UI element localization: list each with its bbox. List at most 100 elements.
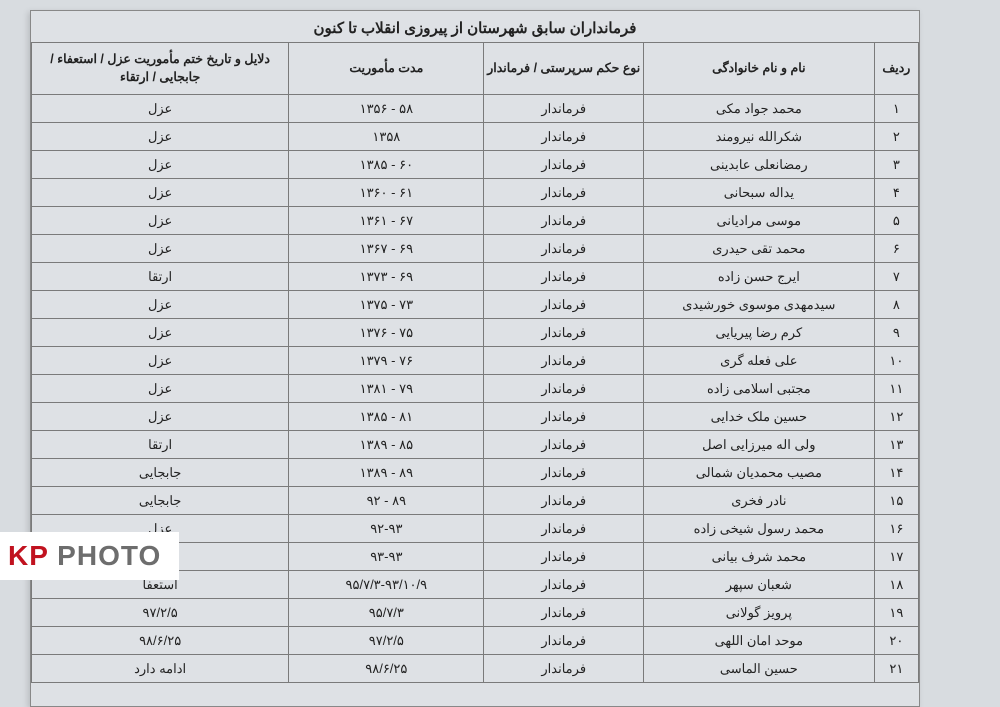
cell-term: ۷۹ - ۱۳۸۱ bbox=[289, 375, 484, 403]
cell-n: ۷ bbox=[874, 263, 918, 291]
cell-reason: ادامه دارد bbox=[32, 655, 289, 683]
cell-n: ۲ bbox=[874, 123, 918, 151]
cell-reason: عزل bbox=[32, 95, 289, 123]
cell-name: ولی اله میرزایی اصل bbox=[644, 431, 875, 459]
cell-name: موحد امان اللهی bbox=[644, 627, 875, 655]
cell-term: ۷۶ - ۱۳۷۹ bbox=[289, 347, 484, 375]
cell-type: فرماندار bbox=[484, 487, 644, 515]
cell-term: ۶۷ - ۱۳۶۱ bbox=[289, 207, 484, 235]
cell-type: فرماندار bbox=[484, 123, 644, 151]
table-row: ۶محمد تقی حیدریفرماندار۶۹ - ۱۳۶۷عزل bbox=[32, 235, 919, 263]
cell-n: ۱ bbox=[874, 95, 918, 123]
cell-reason: عزل bbox=[32, 319, 289, 347]
cell-type: فرماندار bbox=[484, 151, 644, 179]
cell-term: ۹۵/۷/۳ bbox=[289, 599, 484, 627]
cell-term: ۶۱ - ۱۳۶۰ bbox=[289, 179, 484, 207]
cell-name: سیدمهدی موسوی خورشیدی bbox=[644, 291, 875, 319]
table-row: ۴یداله سبحانیفرماندار۶۱ - ۱۳۶۰عزل bbox=[32, 179, 919, 207]
cell-type: فرماندار bbox=[484, 627, 644, 655]
cell-term: ۸۱ - ۱۳۸۵ bbox=[289, 403, 484, 431]
table-row: ۸سیدمهدی موسوی خورشیدیفرماندار۷۳ - ۱۳۷۵ع… bbox=[32, 291, 919, 319]
col-term: مدت مأموریت bbox=[289, 43, 484, 95]
cell-term: ۷۵ - ۱۳۷۶ bbox=[289, 319, 484, 347]
title-wrap: فرمانداران سابق شهرستان از پیروزی انقلاب… bbox=[31, 11, 919, 42]
cell-term: ۷۳ - ۱۳۷۵ bbox=[289, 291, 484, 319]
cell-term: ۸۹ - ۹۲ bbox=[289, 487, 484, 515]
cell-n: ۱۳ bbox=[874, 431, 918, 459]
cell-n: ۱۹ bbox=[874, 599, 918, 627]
cell-type: فرماندار bbox=[484, 319, 644, 347]
table-row: ۹کرم رضا پیریاییفرماندار۷۵ - ۱۳۷۶عزل bbox=[32, 319, 919, 347]
cell-type: فرماندار bbox=[484, 655, 644, 683]
table-header-row: ردیف نام و نام خانوادگی نوع حکم سرپرستی … bbox=[32, 43, 919, 95]
cell-term: ۸۵ - ۱۳۸۹ bbox=[289, 431, 484, 459]
table-row: ۱۴مصیب محمدیان شمالیفرماندار۸۹ - ۱۳۸۹جاب… bbox=[32, 459, 919, 487]
cell-name: محمد جواد مکی bbox=[644, 95, 875, 123]
cell-n: ۱۸ bbox=[874, 571, 918, 599]
watermark-photo: PHOTO bbox=[48, 540, 161, 571]
table-row: ۱محمد جواد مکیفرماندار۵۸ - ۱۳۵۶عزل bbox=[32, 95, 919, 123]
cell-name: مجتبی اسلامی زاده bbox=[644, 375, 875, 403]
cell-reason: عزل bbox=[32, 235, 289, 263]
cell-name: ایرج حسن زاده bbox=[644, 263, 875, 291]
cell-type: فرماندار bbox=[484, 403, 644, 431]
cell-n: ۱۵ bbox=[874, 487, 918, 515]
cell-reason: جابجایی bbox=[32, 459, 289, 487]
cell-name: حسین الماسی bbox=[644, 655, 875, 683]
cell-n: ۵ bbox=[874, 207, 918, 235]
cell-type: فرماندار bbox=[484, 179, 644, 207]
cell-term: ۹۸/۶/۲۵ bbox=[289, 655, 484, 683]
cell-name: محمد تقی حیدری bbox=[644, 235, 875, 263]
cell-reason: ارتقا bbox=[32, 263, 289, 291]
cell-n: ۱۰ bbox=[874, 347, 918, 375]
cell-term: ۹۲-۹۳ bbox=[289, 515, 484, 543]
cell-name: محمد رسول شیخی زاده bbox=[644, 515, 875, 543]
cell-type: فرماندار bbox=[484, 375, 644, 403]
cell-type: فرماندار bbox=[484, 207, 644, 235]
cell-n: ۱۶ bbox=[874, 515, 918, 543]
cell-n: ۲۰ bbox=[874, 627, 918, 655]
cell-reason: ارتقا bbox=[32, 431, 289, 459]
governors-table: ردیف نام و نام خانوادگی نوع حکم سرپرستی … bbox=[31, 42, 919, 683]
table-row: ۱۵نادر فخریفرماندار۸۹ - ۹۲جابجایی bbox=[32, 487, 919, 515]
cell-reason: عزل bbox=[32, 403, 289, 431]
table-row: ۱۰علی فعله گریفرماندار۷۶ - ۱۳۷۹عزل bbox=[32, 347, 919, 375]
document-title: فرمانداران سابق شهرستان از پیروزی انقلاب… bbox=[314, 20, 637, 37]
cell-reason: ۹۸/۶/۲۵ bbox=[32, 627, 289, 655]
cell-n: ۴ bbox=[874, 179, 918, 207]
cell-term: ۹۳-۹۳ bbox=[289, 543, 484, 571]
col-name: نام و نام خانوادگی bbox=[644, 43, 875, 95]
watermark: KP PHOTO bbox=[0, 532, 179, 580]
cell-reason: ۹۷/۲/۵ bbox=[32, 599, 289, 627]
cell-term: ۹۷/۲/۵ bbox=[289, 627, 484, 655]
table-row: ۱۹پرویز گولانیفرماندار۹۵/۷/۳۹۷/۲/۵ bbox=[32, 599, 919, 627]
cell-name: علی فعله گری bbox=[644, 347, 875, 375]
table-row: ۱۲حسین ملک خداییفرماندار۸۱ - ۱۳۸۵عزل bbox=[32, 403, 919, 431]
cell-type: فرماندار bbox=[484, 543, 644, 571]
cell-type: فرماندار bbox=[484, 515, 644, 543]
cell-reason: عزل bbox=[32, 151, 289, 179]
table-row: ۱۱مجتبی اسلامی زادهفرماندار۷۹ - ۱۳۸۱عزل bbox=[32, 375, 919, 403]
cell-term: ۶۹ - ۱۳۷۳ bbox=[289, 263, 484, 291]
cell-reason: عزل bbox=[32, 291, 289, 319]
cell-type: فرماندار bbox=[484, 571, 644, 599]
cell-type: فرماندار bbox=[484, 459, 644, 487]
cell-n: ۳ bbox=[874, 151, 918, 179]
table-row: ۵موسی مرادیانیفرماندار۶۷ - ۱۳۶۱عزل bbox=[32, 207, 919, 235]
cell-term: ۵۸ - ۱۳۵۶ bbox=[289, 95, 484, 123]
cell-name: رمضانعلی عابدینی bbox=[644, 151, 875, 179]
cell-n: ۱۲ bbox=[874, 403, 918, 431]
cell-type: فرماندار bbox=[484, 431, 644, 459]
cell-reason: جابجایی bbox=[32, 487, 289, 515]
cell-name: یداله سبحانی bbox=[644, 179, 875, 207]
table-row: ۱۳ولی اله میرزایی اصلفرماندار۸۵ - ۱۳۸۹ار… bbox=[32, 431, 919, 459]
col-reason: دلایل و تاریخ ختم مأموریت عزل / استعفاء … bbox=[32, 43, 289, 95]
cell-reason: عزل bbox=[32, 207, 289, 235]
cell-name: حسین ملک خدایی bbox=[644, 403, 875, 431]
cell-reason: عزل bbox=[32, 179, 289, 207]
cell-reason: عزل bbox=[32, 375, 289, 403]
cell-n: ۸ bbox=[874, 291, 918, 319]
cell-n: ۶ bbox=[874, 235, 918, 263]
cell-n: ۲۱ bbox=[874, 655, 918, 683]
cell-name: شعبان سپهر bbox=[644, 571, 875, 599]
